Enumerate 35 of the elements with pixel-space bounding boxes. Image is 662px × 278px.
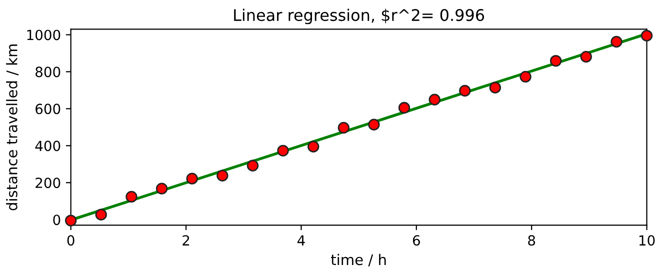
y-tick-label: 200 [36, 178, 60, 188]
point [368, 118, 380, 130]
point [277, 144, 289, 157]
y-tick-label: 1000 [27, 30, 60, 40]
point [95, 208, 107, 220]
point [186, 172, 198, 184]
x-axis-title: time / h [331, 254, 386, 266]
y-tick-label: 800 [36, 66, 60, 78]
point [520, 70, 532, 83]
point [216, 170, 228, 182]
point [398, 102, 410, 114]
point [640, 30, 653, 42]
point [550, 54, 562, 67]
point [580, 50, 592, 63]
y-tick-label: 600 [36, 104, 60, 114]
point [126, 190, 138, 203]
x-tick-label: 8 [528, 235, 536, 246]
chart-title: Linear regression, $r^2= 0.996 [234, 8, 484, 24]
y-tick-label: 0 [53, 214, 60, 226]
x-tick-label: 10 [639, 235, 655, 246]
point [246, 160, 259, 172]
x-tick-label: 2 [182, 235, 190, 246]
point [308, 140, 320, 152]
point [338, 122, 350, 134]
y-tick-label: 400 [35, 140, 60, 152]
point [489, 82, 502, 94]
y-axis-title: distance travelled / km [6, 44, 19, 210]
point [610, 36, 622, 48]
point [428, 94, 440, 106]
x-tick-label: 0 [67, 235, 74, 246]
x-tick-label: 4 [297, 235, 305, 246]
point [459, 84, 471, 97]
point [156, 182, 168, 194]
point [64, 214, 77, 226]
x-tick-label: 6 [412, 235, 420, 246]
